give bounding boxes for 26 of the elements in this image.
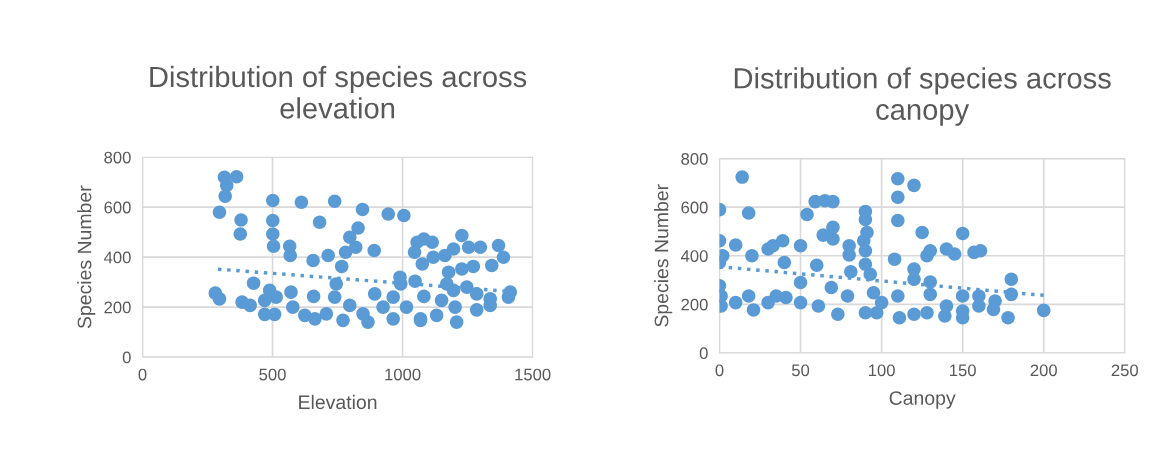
x-axis-title: Canopy	[889, 391, 956, 409]
x-tick-label: 150	[950, 364, 976, 377]
y-tick-label: 600	[681, 201, 708, 214]
x-tick-label: 200	[1030, 364, 1057, 377]
y-tick-label: 400	[680, 250, 708, 262]
x-tick-label: 250	[1111, 364, 1139, 377]
y-tick-label: 200	[681, 298, 708, 311]
y-tick-label: 600	[104, 201, 131, 214]
y-tick-label: 800	[681, 153, 708, 165]
x-tick-label: 0	[715, 364, 724, 377]
y-tick-label: 0	[122, 351, 131, 364]
x-tick-label: 0	[138, 368, 147, 381]
x-tick-label: 1500	[515, 368, 551, 381]
y-axis-title: Species Number	[77, 185, 96, 329]
y-tick-label: 800	[104, 151, 131, 164]
y-tick-label: 400	[103, 251, 131, 264]
y-tick-label: 0	[699, 347, 708, 360]
x-tick-label: 1000	[385, 368, 421, 381]
chart-title: Distribution of species across canopy	[734, 67, 1111, 126]
chart-title: Distribution of species across elevation	[150, 65, 527, 119]
x-axis-title: Elevation	[299, 394, 377, 410]
y-tick-label: 200	[104, 301, 131, 314]
x-tick-label: 500	[259, 368, 286, 381]
x-tick-label: 50	[791, 364, 810, 377]
y-axis-title: Species Number	[654, 184, 673, 327]
x-tick-label: 100	[868, 364, 895, 377]
